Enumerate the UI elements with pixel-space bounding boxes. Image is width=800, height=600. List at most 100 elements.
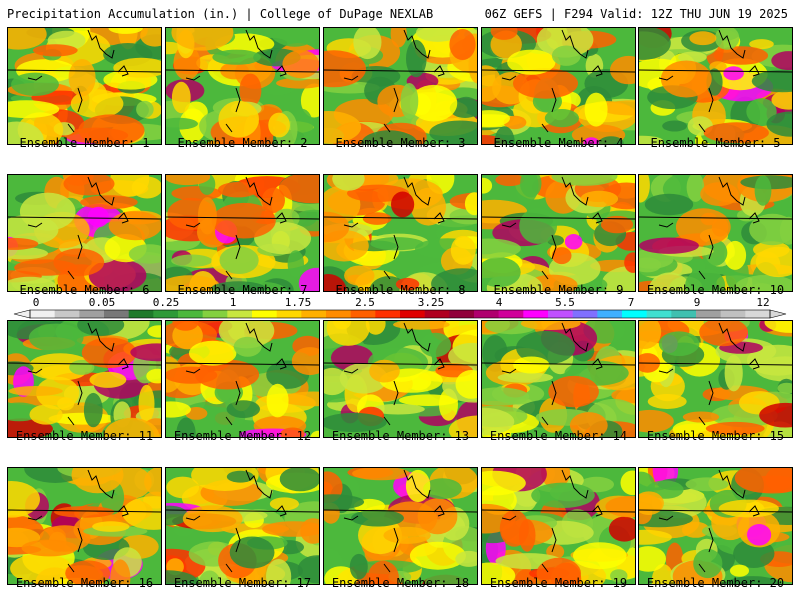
precip-field — [166, 468, 319, 584]
ensemble-member-label: Ensemble Member: 2 — [177, 136, 308, 150]
colorbar-swatch — [252, 310, 277, 318]
colorbar-tick-label: 0 — [32, 296, 40, 309]
ensemble-map-panel — [638, 320, 793, 438]
ensemble-map-panel — [638, 174, 793, 292]
colorbar-swatch — [696, 310, 721, 318]
precip-field — [482, 175, 635, 291]
ensemble-map-panel — [323, 320, 478, 438]
colorbar-swatch — [227, 310, 253, 318]
colorbar-swatch — [498, 310, 524, 318]
colorbar-swatch — [474, 310, 499, 318]
precip-field — [639, 321, 792, 437]
colorbar-swatch — [153, 310, 179, 318]
precip-field — [482, 321, 635, 437]
ensemble-map-panel — [323, 174, 478, 292]
colorbar-swatch — [572, 310, 598, 318]
colorbar-swatch — [597, 310, 623, 318]
colorbar-swatch — [326, 310, 351, 318]
ensemble-member-label: Ensemble Member: 12 — [173, 429, 312, 443]
colorbar-tick-label: 12 — [756, 296, 770, 309]
colorbar-swatch — [424, 310, 450, 318]
colorbar-tick-label: 3.25 — [417, 296, 445, 309]
colorbar-swatch — [646, 310, 672, 318]
colorbar-swatch — [671, 310, 697, 318]
ensemble-member-label: Ensemble Member: 1 — [19, 136, 150, 150]
ensemble-map-panel — [7, 467, 162, 585]
precip-field — [482, 468, 635, 584]
precip-field — [639, 175, 792, 291]
ensemble-map-panel — [638, 27, 793, 145]
ensemble-member-label: Ensemble Member: 19 — [489, 576, 628, 590]
ensemble-member-label: Ensemble Member: 16 — [15, 576, 154, 590]
ensemble-map-panel — [481, 467, 636, 585]
colorbar-swatch — [548, 310, 573, 318]
ensemble-member-label: Ensemble Member: 5 — [650, 136, 781, 150]
ensemble-member-label: Ensemble Member: 10 — [646, 283, 785, 297]
ensemble-map-panel — [165, 467, 320, 585]
ensemble-member-label: Ensemble Member: 4 — [493, 136, 624, 150]
colorbar: 0 0.05 0.25 1 1.75 2.5 3.25 4 5.5 7 9 12 — [0, 296, 800, 319]
precip-field — [166, 175, 319, 291]
ensemble-map-panel — [481, 174, 636, 292]
precip-field — [482, 28, 635, 144]
ensemble-member-label: Ensemble Member: 9 — [493, 283, 624, 297]
ensemble-map-panel — [481, 320, 636, 438]
colorbar-swatch — [54, 310, 80, 318]
colorbar-tick-label: 5.5 — [555, 296, 575, 309]
colorbar-left-arrow — [13, 309, 31, 319]
ensemble-member-label: Ensemble Member: 13 — [331, 429, 470, 443]
ensemble-map-panel — [165, 27, 320, 145]
precip-field — [639, 28, 792, 144]
ensemble-member-label: Ensemble Member: 18 — [331, 576, 470, 590]
ensemble-map-panel — [165, 320, 320, 438]
valid-time: 06Z GEFS | F294 Valid: 12Z THU JUN 19 20… — [484, 7, 788, 21]
colorbar-scale — [13, 309, 787, 319]
precip-field — [8, 28, 161, 144]
precip-field — [8, 175, 161, 291]
colorbar-swatch — [104, 310, 129, 318]
colorbar-swatch — [301, 310, 327, 318]
colorbar-swatch — [79, 310, 105, 318]
colorbar-tick-label: 9 — [693, 296, 701, 309]
precip-field — [166, 321, 319, 437]
colorbar-right-arrow — [769, 309, 787, 319]
ensemble-map-panel — [7, 174, 162, 292]
ensemble-member-label: Ensemble Member: 6 — [19, 283, 150, 297]
colorbar-tick-label: 1.75 — [284, 296, 312, 309]
precip-field — [324, 321, 477, 437]
colorbar-swatch — [202, 310, 228, 318]
ensemble-member-label: Ensemble Member: 7 — [177, 283, 308, 297]
precip-field — [166, 28, 319, 144]
precip-field — [8, 468, 161, 584]
ensemble-map-panel — [323, 467, 478, 585]
colorbar-swatch — [350, 310, 376, 318]
colorbar-swatch — [30, 310, 55, 318]
colorbar-tick-label: 4 — [495, 296, 503, 309]
colorbar-swatch — [400, 310, 425, 318]
ensemble-member-label: Ensemble Member: 15 — [646, 429, 785, 443]
ensemble-member-label: Ensemble Member: 14 — [489, 429, 628, 443]
colorbar-swatch — [622, 310, 647, 318]
ensemble-member-label: Ensemble Member: 20 — [646, 576, 785, 590]
colorbar-tick-label: 7 — [627, 296, 635, 309]
map-title: Precipitation Accumulation (in.) | Colle… — [7, 7, 434, 21]
precip-field — [324, 468, 477, 584]
colorbar-swatch — [449, 310, 475, 318]
ensemble-map-panel — [481, 27, 636, 145]
colorbar-tick-label: 0.05 — [88, 296, 116, 309]
precip-field — [324, 28, 477, 144]
ensemble-member-label: Ensemble Member: 3 — [335, 136, 466, 150]
colorbar-swatch — [276, 310, 302, 318]
colorbar-tick-label: 2.5 — [355, 296, 375, 309]
ensemble-map-panel — [323, 27, 478, 145]
colorbar-swatch — [178, 310, 203, 318]
ensemble-map-panel — [638, 467, 793, 585]
colorbar-swatch — [745, 310, 771, 318]
ensemble-member-label: Ensemble Member: 8 — [335, 283, 466, 297]
colorbar-swatch — [128, 310, 154, 318]
ensemble-map-panel — [7, 320, 162, 438]
ensemble-map-panel — [165, 174, 320, 292]
colorbar-swatch — [720, 310, 746, 318]
colorbar-swatch — [375, 310, 401, 318]
colorbar-tick-label: 1 — [229, 296, 237, 309]
